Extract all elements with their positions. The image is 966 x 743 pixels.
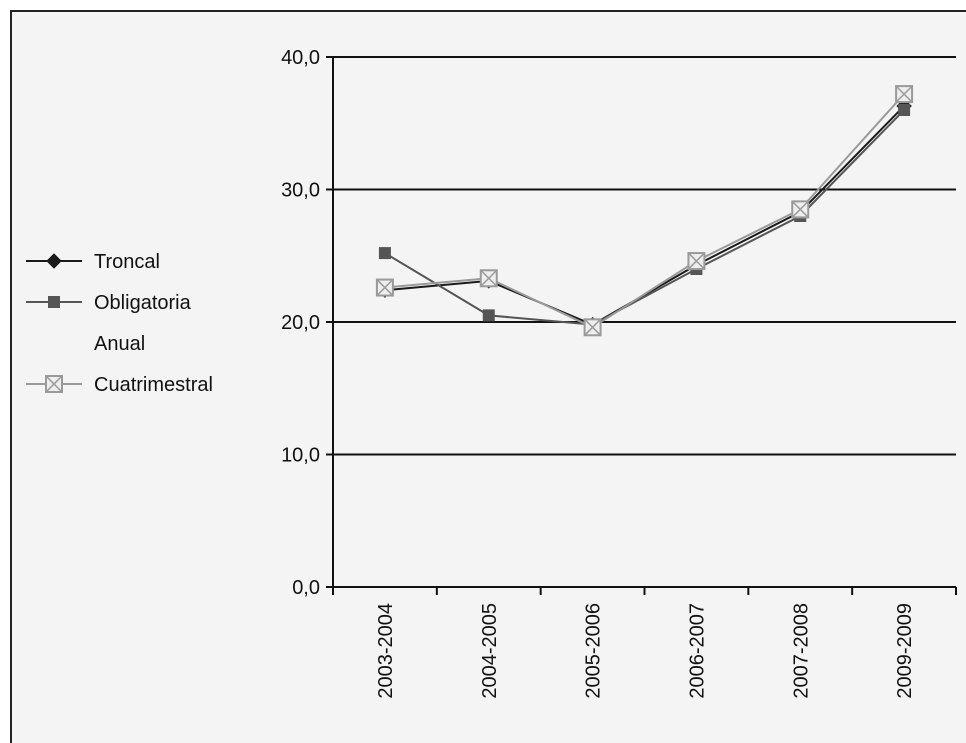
x-tick-label: 2007-2008 [790,603,812,699]
data-point-obligatoria [898,104,911,116]
legend-marker [48,296,60,308]
series-line-obligatoria [384,109,905,326]
data-point-cuatrimestral [479,269,498,288]
y-tick-label: 0,0 [292,577,320,599]
legend-label: Anual [94,333,145,355]
data-point-cuatrimestral [687,252,706,271]
legend-label: Cuatrimestral [94,374,213,396]
y-tick-label: 20,0 [281,312,320,334]
legend-label: Troncal [94,251,160,273]
legend-entry-obligatoria: Obligatoria [26,292,192,314]
legend-entry-anual: Anual [94,333,145,355]
x-tick-label: 2003-2004 [375,603,397,699]
series-line-troncal [384,105,905,326]
y-tick-label: 40,0 [281,47,320,69]
legend-entry-troncal: Troncal [26,251,160,273]
data-point-cuatrimestral [583,318,602,337]
y-tick-labels: 0,0 10,0 20,0 30,0 40,0 [281,47,333,599]
series [375,85,914,337]
x-tick-label: 2004-2005 [479,603,501,699]
x-tick-labels: 2003-2004 2004-2005 2005-2006 2006-2007 2007… [332,587,957,699]
chart-frame [10,10,966,743]
data-point-cuatrimestral [791,200,810,219]
data-point-obligatoria [378,247,391,260]
legend-marker [45,375,63,393]
grid-lines [333,56,956,456]
series-line-cuatrimestral [384,93,905,329]
data-point-cuatrimestral [895,85,914,104]
legend: Troncal Obligatoria Anual Cuatrimestral [26,251,213,396]
y-tick-label: 30,0 [281,180,320,202]
legend-entry-cuatrimestral: Cuatrimestral [26,374,213,396]
data-point-obligatoria [482,309,495,322]
x-tick-label: 2006-2007 [686,603,708,699]
legend-marker [46,253,62,269]
y-tick-label: 10,0 [281,445,320,467]
x-tick-label: 2009-2009 [894,603,916,699]
data-point-cuatrimestral [375,278,394,297]
legend-label: Obligatoria [94,292,192,314]
x-tick-label: 2005-2006 [583,603,605,699]
